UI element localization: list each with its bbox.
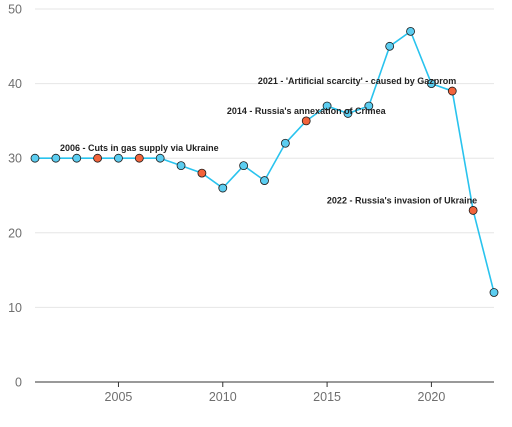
- data-point: [489, 288, 499, 297]
- data-point: [260, 176, 269, 185]
- data-point: [72, 153, 82, 163]
- highlighted-data-point: [301, 116, 311, 126]
- y-tick-label: 30: [8, 152, 22, 166]
- y-tick-label: 20: [8, 226, 22, 240]
- y-tick-label: 10: [8, 301, 22, 315]
- highlighted-data-point: [447, 86, 457, 96]
- y-tick-label: 50: [8, 3, 22, 17]
- highlighted-data-point: [134, 153, 144, 163]
- data-point: [51, 153, 61, 163]
- data-point: [322, 101, 332, 111]
- annotations: 2006 - Cuts in gas supply via Ukraine 201…: [60, 76, 477, 205]
- data-point: [343, 109, 353, 118]
- data-point: [30, 153, 40, 163]
- data-points: [30, 26, 499, 297]
- annotation-label: 2006 - Cuts in gas supply via Ukraine: [60, 143, 219, 153]
- data-point: [364, 101, 374, 111]
- data-point: [385, 41, 395, 51]
- highlighted-data-point: [197, 168, 207, 178]
- data-point: [280, 138, 290, 148]
- data-point: [114, 153, 123, 163]
- data-point: [155, 153, 165, 163]
- data-point: [218, 183, 228, 193]
- highlighted-data-point: [468, 206, 478, 215]
- data-point: [427, 79, 436, 88]
- annotation-label: 2021 - 'Artificial scarcity' - caused by…: [258, 76, 456, 86]
- x-tick-label: 2015: [313, 390, 341, 404]
- data-point: [406, 26, 415, 36]
- series-line-group: [35, 30, 495, 293]
- y-tick-label: 40: [8, 77, 22, 91]
- data-point: [239, 161, 249, 171]
- annotation-label: 2022 - Russia's invasion of Ukraine: [327, 195, 477, 205]
- y-tick-label: 0: [15, 376, 22, 390]
- highlighted-data-point: [93, 153, 102, 163]
- x-tick-label: 2020: [418, 390, 446, 404]
- x-tick-label: 2005: [105, 390, 133, 404]
- annotation-label: 2014 - Russia's annexation of Crimea: [227, 106, 387, 116]
- data-point: [176, 161, 186, 171]
- series-line: [35, 30, 495, 293]
- x-tick-label: 2010: [209, 390, 237, 404]
- axes: 0 10 20 30 40 50 2005 2010 2015 2020: [8, 3, 494, 404]
